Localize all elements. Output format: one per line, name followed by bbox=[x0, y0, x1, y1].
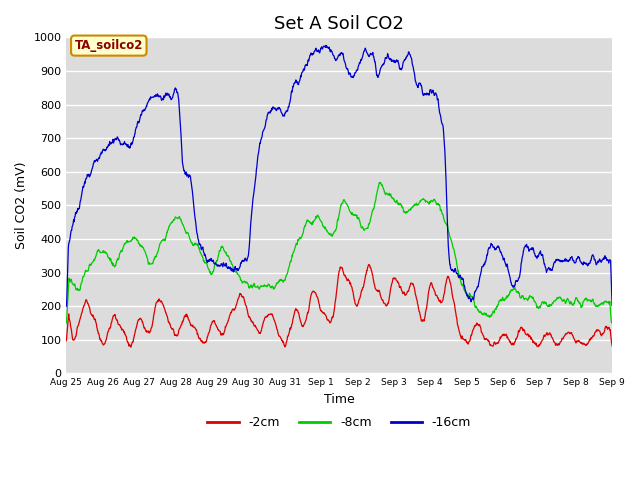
-16cm bbox=[245, 249, 253, 254]
-8cm bbox=[171, 217, 179, 223]
-16cm bbox=[184, 171, 191, 177]
-16cm bbox=[608, 303, 616, 309]
-16cm bbox=[495, 246, 503, 252]
-2cm bbox=[171, 333, 179, 338]
-8cm bbox=[376, 180, 384, 185]
Legend: -2cm, -8cm, -16cm: -2cm, -8cm, -16cm bbox=[202, 411, 476, 434]
-8cm bbox=[63, 320, 70, 326]
X-axis label: Time: Time bbox=[324, 393, 355, 406]
-2cm bbox=[608, 343, 616, 348]
-8cm bbox=[495, 298, 503, 303]
-2cm bbox=[184, 315, 192, 321]
-2cm bbox=[544, 332, 552, 338]
-2cm bbox=[496, 336, 504, 342]
Y-axis label: Soil CO2 (mV): Soil CO2 (mV) bbox=[15, 162, 28, 249]
Line: -2cm: -2cm bbox=[67, 264, 612, 347]
-8cm bbox=[184, 230, 191, 236]
-2cm bbox=[245, 314, 253, 320]
-8cm bbox=[544, 303, 552, 309]
-8cm bbox=[245, 285, 253, 290]
-16cm bbox=[171, 87, 179, 93]
Title: Set A Soil CO2: Set A Soil CO2 bbox=[275, 15, 404, 33]
-16cm bbox=[544, 266, 552, 272]
-8cm bbox=[608, 320, 616, 326]
-8cm bbox=[424, 200, 432, 205]
-16cm bbox=[424, 91, 432, 96]
-2cm bbox=[127, 344, 135, 350]
-2cm bbox=[425, 289, 433, 295]
-2cm bbox=[365, 262, 372, 267]
Line: -16cm: -16cm bbox=[67, 45, 612, 306]
-16cm bbox=[322, 42, 330, 48]
Line: -8cm: -8cm bbox=[67, 182, 612, 323]
-2cm bbox=[63, 338, 70, 344]
-16cm bbox=[63, 303, 70, 309]
Text: TA_soilco2: TA_soilco2 bbox=[75, 39, 143, 52]
